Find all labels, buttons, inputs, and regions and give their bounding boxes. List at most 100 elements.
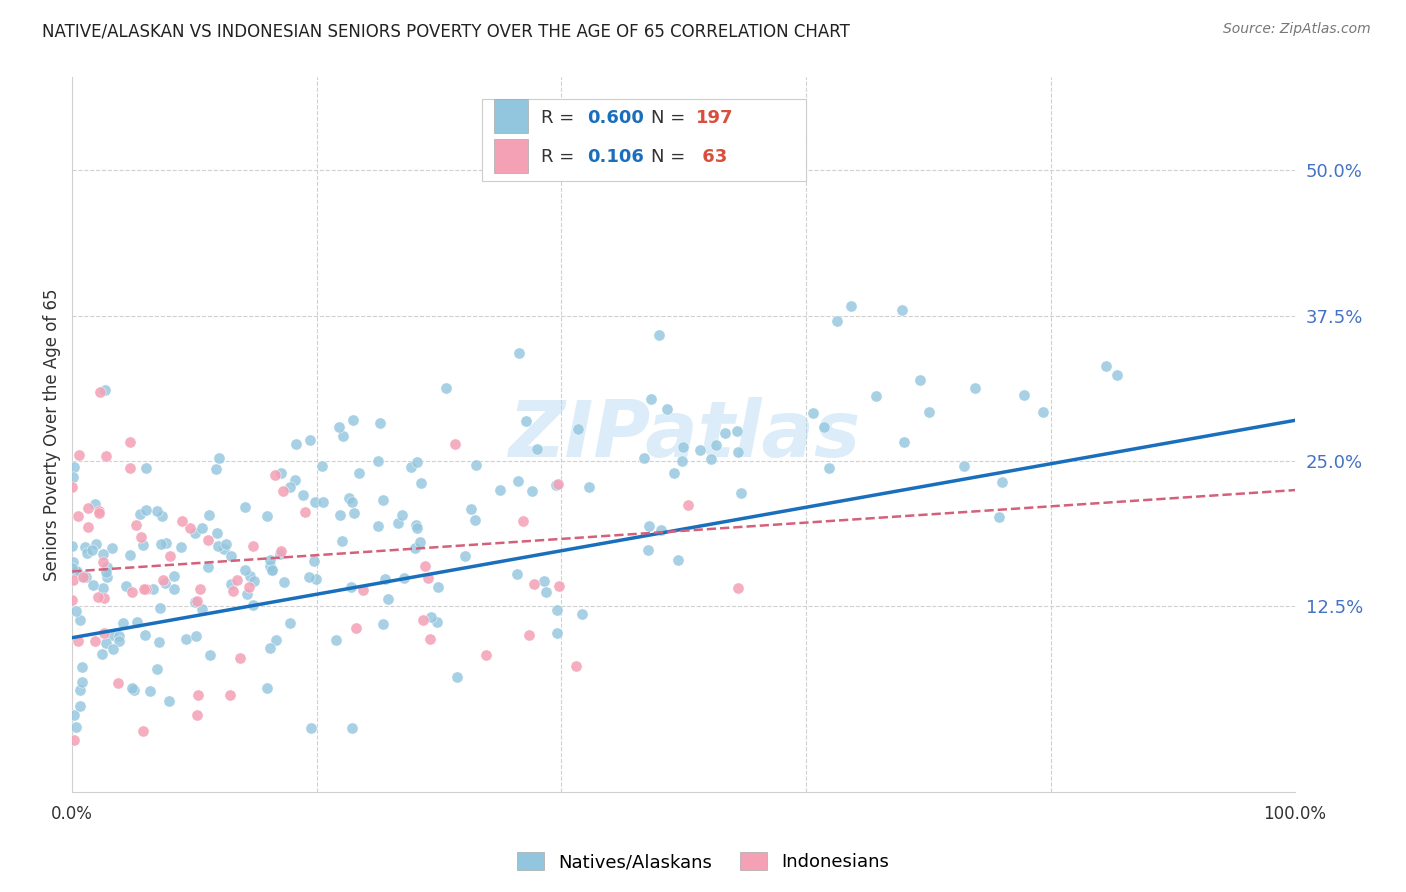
Point [152,574,174,588]
Point [239,569,262,583]
Point [640,392,662,406]
Point [730,486,752,500]
Point [256,508,278,523]
Point [1032,404,1054,418]
Point [344,621,367,635]
Point [353,582,375,597]
Point [571,607,593,621]
Point [292,488,315,502]
Point [294,505,316,519]
Point [666,553,689,567]
Point [127,615,149,630]
Point [69,682,91,697]
Point [368,417,391,431]
Point [508,346,530,360]
Point [62,470,84,484]
Point [700,452,723,467]
Point [75,540,97,554]
Point [62,539,84,553]
FancyBboxPatch shape [482,99,806,181]
Point [107,675,129,690]
Point [270,544,292,558]
Point [910,373,932,387]
Point [96,560,118,574]
Point [305,572,328,586]
Point [865,389,887,403]
Point [135,461,157,475]
Point [374,572,396,586]
Point [219,576,242,591]
Point [101,627,124,641]
Point [155,535,177,549]
Point [273,574,295,589]
Point [65,564,87,578]
Point [655,402,678,417]
Point [60,561,83,575]
Point [221,584,243,599]
Point [534,585,557,599]
Point [179,521,201,535]
Point [713,425,735,440]
Point [188,582,211,597]
Point [60,480,83,494]
Y-axis label: Seniors Poverty Over the Age of 65: Seniors Poverty Over the Age of 65 [44,289,60,581]
Point [404,541,426,555]
Point [125,518,148,533]
Point [284,436,307,450]
Point [162,582,184,597]
Point [271,484,294,499]
Point [648,327,671,342]
Point [299,722,322,736]
Point [638,519,661,533]
Point [298,570,321,584]
Point [215,537,238,551]
Text: NATIVE/ALASKAN VS INDONESIAN SENIORS POVERTY OVER THE AGE OF 65 CORRELATION CHAR: NATIVE/ALASKAN VS INDONESIAN SENIORS POV… [42,22,851,40]
Point [66,508,89,523]
Point [991,475,1014,490]
Point [367,519,389,533]
Point [662,467,685,481]
Point [150,537,173,551]
Point [186,594,208,608]
Point [405,518,427,533]
Point [212,542,235,557]
Point [146,662,169,676]
Point [93,626,115,640]
Point [342,413,364,427]
Point [103,641,125,656]
Point [533,574,555,588]
Point [139,684,162,698]
Point [86,590,108,604]
Point [204,461,226,475]
Point [343,506,366,520]
Point [75,570,97,584]
Point [77,520,100,534]
Point [238,581,260,595]
Point [157,694,180,708]
Point [259,553,281,567]
Point [409,475,432,490]
Point [278,479,301,493]
Point [242,539,264,553]
Point [89,385,111,400]
Point [84,497,107,511]
Point [115,579,138,593]
Point [62,733,84,747]
Point [186,708,208,723]
Point [725,424,748,438]
Point [965,381,987,395]
Point [446,670,468,684]
Point [373,616,395,631]
Point [96,569,118,583]
Point [427,580,450,594]
Point [118,549,141,563]
Point [259,558,281,573]
Point [311,458,333,473]
Point [226,573,249,587]
Point [270,466,292,480]
Point [93,591,115,605]
Point [304,495,326,509]
Point [65,720,87,734]
Point [727,581,749,595]
Point [208,451,231,466]
